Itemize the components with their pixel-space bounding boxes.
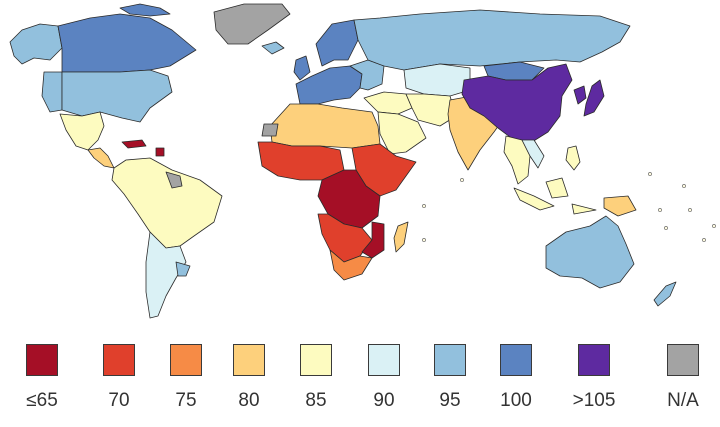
- region-north-africa: [269, 103, 381, 149]
- legend-label: 75: [175, 390, 197, 411]
- world-choropleth-map: [9, 3, 716, 319]
- island-dot: [658, 208, 662, 212]
- region-caribbean: [121, 139, 165, 157]
- region-iceland: [261, 41, 285, 55]
- legend-swatch: [368, 344, 400, 376]
- island-dot: [460, 178, 464, 182]
- legend-swatch: [434, 344, 466, 376]
- region-south-africa: [329, 249, 373, 281]
- region-australia: [545, 215, 635, 289]
- region-central-asia: [403, 63, 471, 97]
- legend-label: 100: [500, 390, 532, 411]
- region-china: [461, 63, 573, 143]
- region-central-africa: [317, 169, 381, 229]
- region-uk: [293, 55, 311, 81]
- legend-label: N/A: [667, 390, 699, 411]
- island-dot: [422, 204, 426, 208]
- legend-label: 70: [108, 390, 130, 411]
- legend-swatch: [667, 344, 699, 376]
- legend-label: >105: [572, 390, 616, 411]
- region-vietnam-laos: [521, 139, 545, 169]
- region-iran: [405, 93, 457, 127]
- region-united-states: [61, 69, 173, 123]
- region-arabia: [377, 111, 427, 155]
- region-uruguay: [175, 261, 191, 277]
- legend-label: 80: [238, 390, 260, 411]
- legend-label: 90: [373, 390, 395, 411]
- region-papua: [603, 195, 637, 217]
- island-dot: [712, 224, 716, 228]
- region-guianas: [165, 171, 183, 189]
- region-madagascar: [393, 221, 409, 253]
- region-indonesia: [513, 177, 597, 215]
- island-dot: [682, 184, 686, 188]
- legend-swatch: [103, 344, 135, 376]
- island-dot: [648, 172, 652, 176]
- region-argentina: [145, 231, 187, 319]
- legend-swatch: [300, 344, 332, 376]
- region-canada-west: [41, 71, 63, 113]
- legend-swatch: [578, 344, 610, 376]
- region-alaska: [9, 23, 63, 65]
- region-canada: [57, 13, 197, 73]
- region-greenland: [213, 3, 291, 45]
- region-central-america: [87, 147, 115, 169]
- region-mexico: [59, 111, 105, 151]
- region-philippines: [565, 145, 581, 171]
- island-dot: [702, 238, 706, 242]
- legend: ≤65 70 75 80 85 90 95 100 >105 N/A: [0, 336, 720, 427]
- region-korea-japan: [573, 79, 605, 117]
- legend-swatch: [233, 344, 265, 376]
- region-new-zealand: [653, 281, 677, 307]
- island-dot: [422, 238, 426, 242]
- region-canada-arctic: [119, 3, 171, 17]
- legend-swatch: [26, 344, 58, 376]
- region-russia: [353, 9, 631, 71]
- legend-swatch: [500, 344, 532, 376]
- island-dot: [664, 226, 668, 230]
- legend-label: ≤65: [26, 390, 58, 411]
- region-south-america-north: [111, 157, 223, 249]
- legend-swatch: [170, 344, 202, 376]
- region-middle-east: [363, 91, 413, 115]
- region-scandinavia: [315, 19, 359, 67]
- region-west-africa: [257, 141, 345, 181]
- legend-label: 85: [305, 390, 327, 411]
- island-dot: [688, 208, 692, 212]
- legend-label: 95: [439, 390, 461, 411]
- region-western-sahara: [261, 123, 279, 137]
